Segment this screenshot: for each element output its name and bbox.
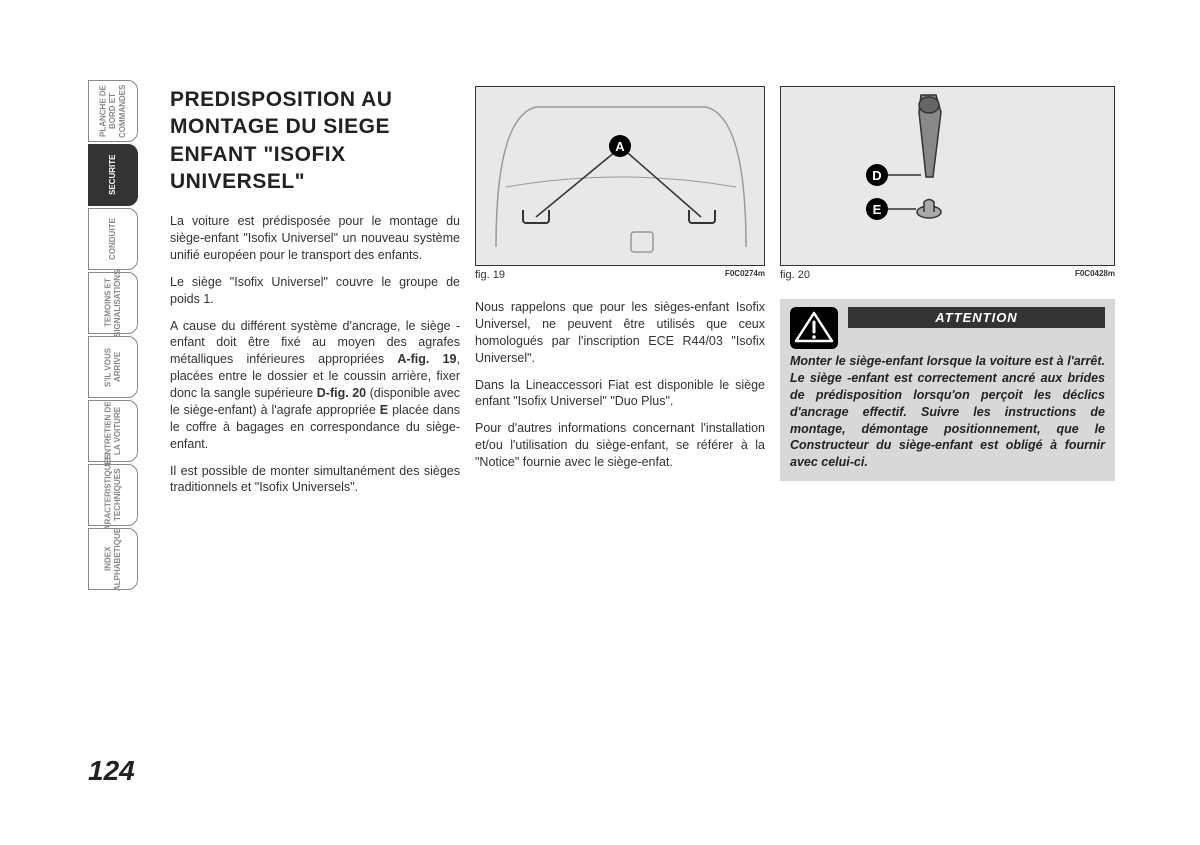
tab-index[interactable]: INDEX ALPHABETIQUE (88, 528, 138, 590)
fig-code: F0C0274m (725, 269, 765, 281)
callout-a: A (609, 135, 631, 157)
section-title: PREDISPOSITION AU MONTAGE DU SIEGE ENFAN… (170, 86, 460, 195)
fig-code: F0C0428m (1075, 269, 1115, 281)
paragraph: Il est possible de monter simultanément … (170, 463, 460, 497)
sidebar-tabs: PLANCHE DE BORD ET COMMANDES SECURITE CO… (88, 80, 138, 592)
tab-sil-vous-arrive[interactable]: S'IL VOUS ARRIVE (88, 336, 138, 398)
warning-icon (790, 307, 838, 349)
paragraph: Dans la Lineaccessori Fiat est disponibl… (475, 377, 765, 411)
paragraph: Nous rappelons que pour les sièges-enfan… (475, 299, 765, 367)
figure-20: D E (780, 86, 1115, 266)
column-3: D E fig. 20 F0C0428m ATTENTION Mon (780, 86, 1115, 481)
callout-d: D (866, 164, 888, 186)
warning-title: ATTENTION (848, 307, 1105, 328)
column-2: A fig. 19 F0C0274m Nous rappelons que po… (475, 86, 765, 481)
fig-label: fig. 20 (780, 269, 810, 281)
callout-e: E (866, 198, 888, 220)
figure-19: A (475, 86, 765, 266)
paragraph: Le siège "Isofix Universel" couvre le gr… (170, 274, 460, 308)
bracket-right (688, 210, 716, 224)
bracket-left (522, 210, 550, 224)
page-number: 124 (88, 755, 135, 787)
figure-20-caption: fig. 20 F0C0428m (780, 269, 1115, 281)
paragraph: Pour d'autres informations concernant l'… (475, 420, 765, 471)
figure-19-caption: fig. 19 F0C0274m (475, 269, 765, 281)
tab-entretien[interactable]: ENTRETIEN DE LA VOITURE (88, 400, 138, 462)
tab-conduite[interactable]: CONDUITE (88, 208, 138, 270)
warning-text: Monter le siège-enfant lorsque la voitur… (790, 353, 1105, 471)
paragraph: A cause du différent système d'ancrage, … (170, 318, 460, 453)
tab-temoins[interactable]: TEMOINS ET SIGNALISATIONS (88, 272, 138, 334)
tab-planche-bord[interactable]: PLANCHE DE BORD ET COMMANDES (88, 80, 138, 142)
column-1: PREDISPOSITION AU MONTAGE DU SIEGE ENFAN… (170, 86, 460, 506)
tab-securite[interactable]: SECURITE (88, 144, 138, 206)
tab-caracteristiques[interactable]: CARACTERISTIQUES TECHNIQUES (88, 464, 138, 526)
warning-box: ATTENTION Monter le siège-enfant lorsque… (780, 299, 1115, 481)
paragraph: La voiture est prédisposée pour le monta… (170, 213, 460, 264)
fig-label: fig. 19 (475, 269, 505, 281)
